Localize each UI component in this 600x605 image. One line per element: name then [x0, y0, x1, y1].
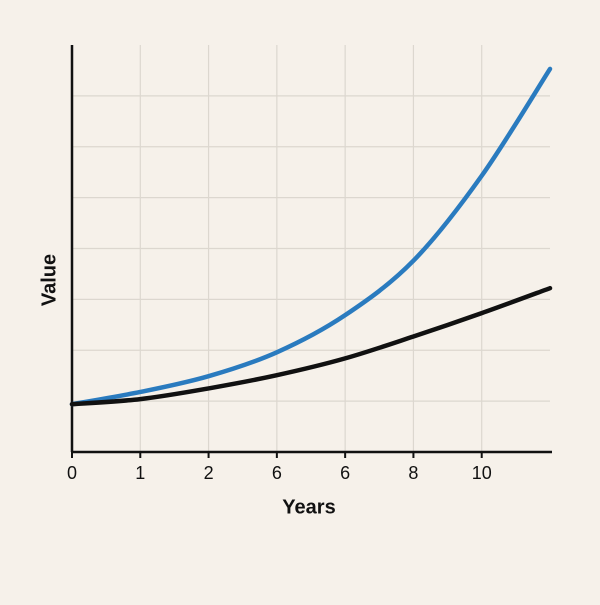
x-tick-label: 6 — [340, 463, 350, 483]
line-series — [69, 66, 553, 407]
x-tick-label: 8 — [408, 463, 418, 483]
x-tick-label: 0 — [67, 463, 77, 483]
x-tick-label: 2 — [204, 463, 214, 483]
x-tick-label: 1 — [135, 463, 145, 483]
line-series — [69, 285, 553, 407]
x-tick-label: 6 — [272, 463, 282, 483]
x-tick-label: 10 — [472, 463, 492, 483]
grid — [72, 45, 550, 452]
y-axis-label: Value — [38, 254, 60, 306]
x-axis-label: Years — [282, 496, 335, 518]
